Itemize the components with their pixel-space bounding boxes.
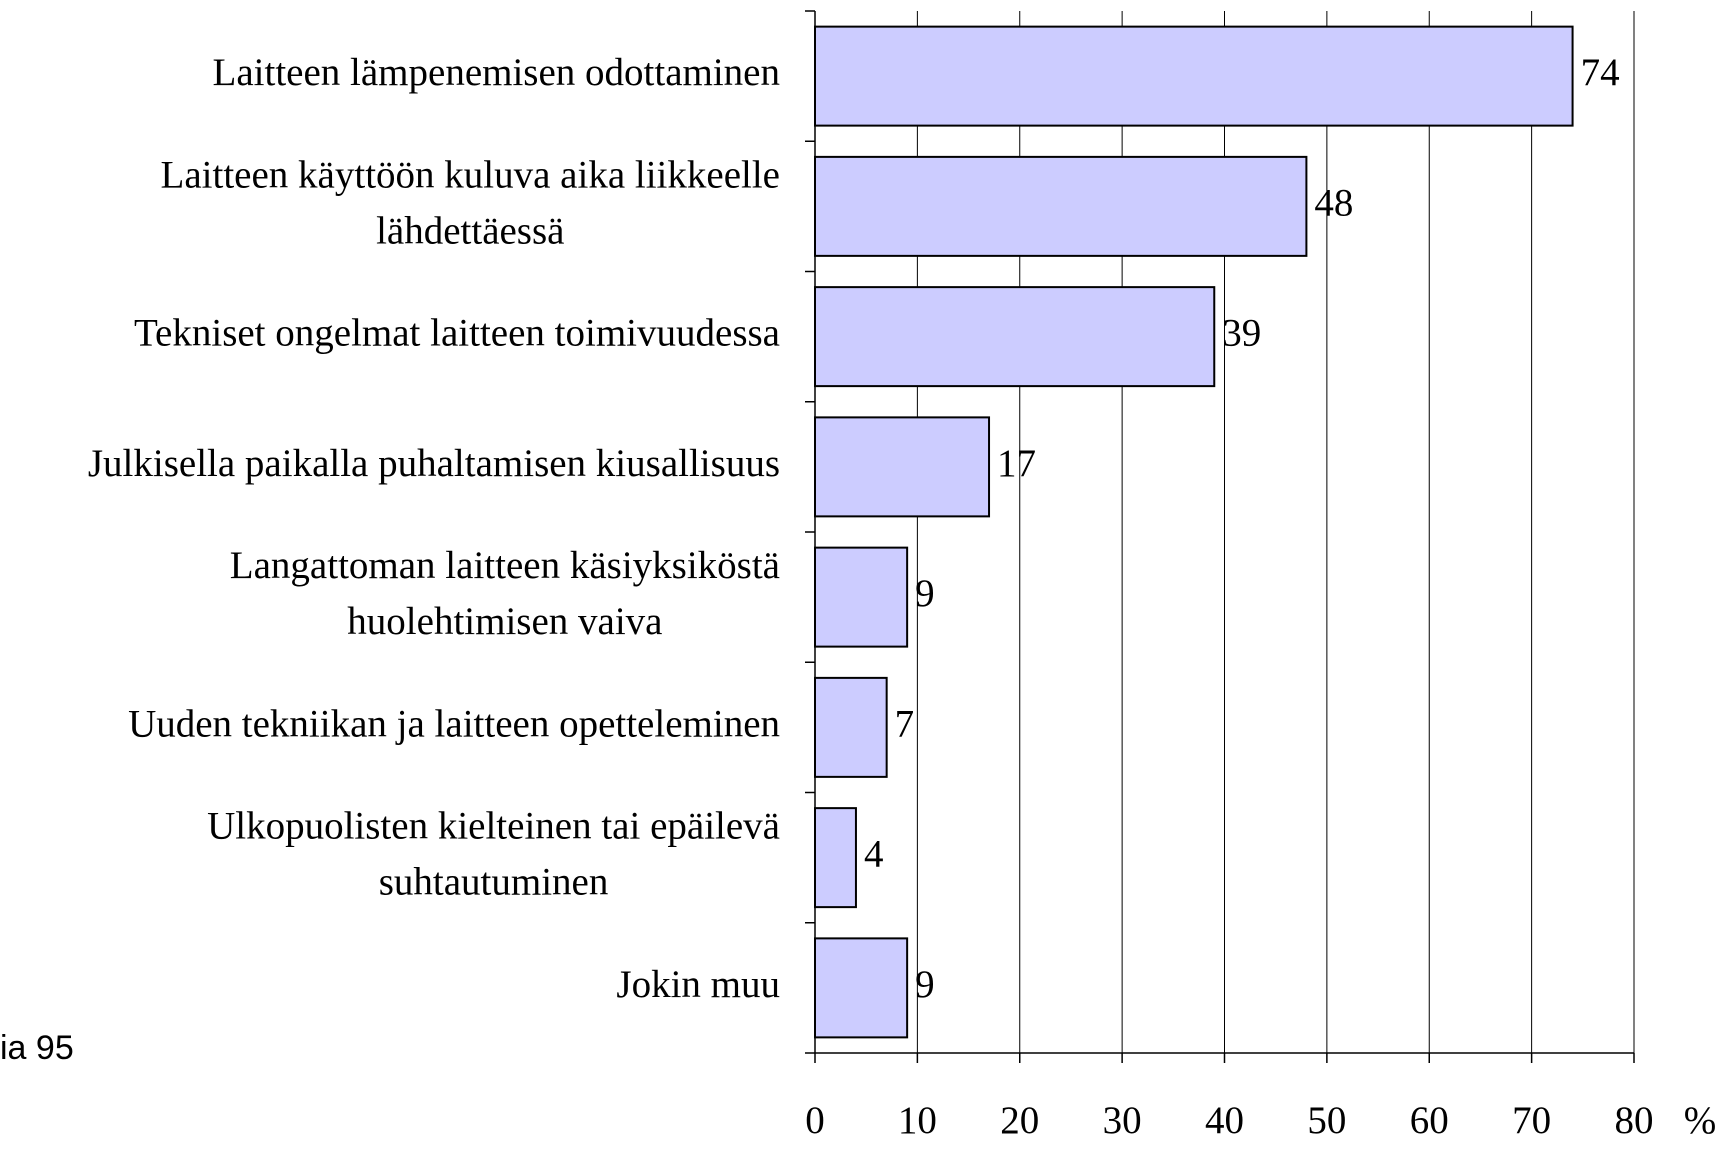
bar (814, 546, 909, 648)
y-tick-label: Tekniset ongelmat laitteen toimivuudessa (134, 312, 780, 355)
x-tick-label: 30 (1103, 1099, 1142, 1142)
y-tick-label: Julkisella paikalla puhaltamisen kiusall… (88, 442, 780, 485)
bar (814, 286, 1216, 388)
y-tick-label: Langattoman laitteen käsiyksiköstä huoleh… (230, 544, 780, 643)
value-label: 39 (1222, 312, 1261, 355)
y-tick-label: Jokin muu (616, 963, 780, 1006)
bar (814, 25, 1574, 127)
value-label: 7 (895, 702, 915, 745)
y-tick-label: Ulkopuolisten kielteinen tai epäilevä suh… (207, 805, 780, 904)
x-tick-label: 70 (1512, 1099, 1551, 1142)
y-tick-label: Laitteen käyttöön kuluva aika liikkeelle… (161, 153, 780, 252)
value-label: 48 (1314, 181, 1353, 224)
bar (814, 807, 857, 909)
x-tick-label: 80 (1615, 1099, 1654, 1142)
bar (814, 416, 991, 518)
bar (814, 937, 909, 1039)
x-tick-label: 0 (805, 1099, 825, 1142)
x-tick-label: 50 (1307, 1099, 1346, 1142)
value-label: 4 (864, 833, 884, 876)
x-tick-label: 40 (1205, 1099, 1244, 1142)
x-tick-label: 20 (1000, 1099, 1039, 1142)
value-label: 17 (997, 442, 1036, 485)
y-tick-label: Laitteen lämpenemisen odottaminen (213, 51, 780, 94)
x-axis-label: % (1684, 1099, 1717, 1142)
annotation: ia 95 (0, 1029, 74, 1067)
value-label: 74 (1581, 51, 1620, 94)
y-tick-label: Uuden tekniikan ja laitteen opettelemine… (128, 702, 780, 745)
value-label: 9 (915, 572, 935, 615)
bar (814, 155, 1308, 257)
x-tick-label: 10 (898, 1099, 937, 1142)
x-tick-label: 60 (1410, 1099, 1449, 1142)
value-label: 9 (915, 963, 935, 1006)
bar (814, 676, 888, 778)
